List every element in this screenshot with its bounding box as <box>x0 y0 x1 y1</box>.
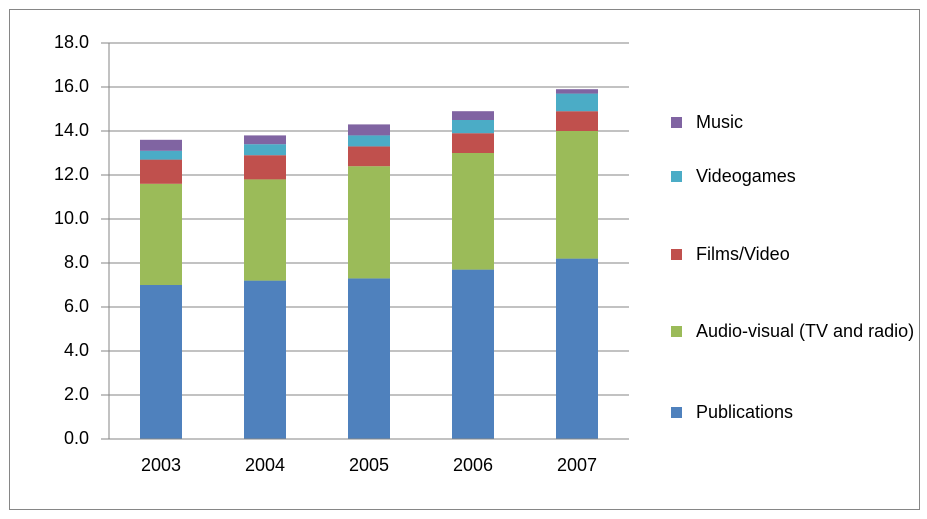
y-tick-label: 0.0 <box>64 428 89 448</box>
x-tick-label: 2005 <box>349 455 389 475</box>
legend-label: Films/Video <box>696 244 790 264</box>
bar-segment <box>244 155 286 180</box>
bar-segment <box>452 111 494 120</box>
x-tick-label: 2004 <box>245 455 285 475</box>
bar-segment <box>348 135 390 147</box>
bar-segment <box>244 280 286 439</box>
bar-segment <box>244 179 286 281</box>
bar-segment <box>140 150 182 160</box>
x-tick-label: 2006 <box>453 455 493 475</box>
bar-segment <box>140 285 182 439</box>
bar-segment <box>556 131 598 259</box>
bar-segment <box>348 146 390 167</box>
y-tick-label: 16.0 <box>54 76 89 96</box>
bar-segment <box>556 89 598 94</box>
x-tick-label: 2007 <box>557 455 597 475</box>
bar-segment <box>452 153 494 270</box>
legend-swatch <box>671 249 682 260</box>
y-tick-label: 14.0 <box>54 120 89 140</box>
bar-segment <box>244 135 286 145</box>
y-tick-label: 12.0 <box>54 164 89 184</box>
bar-segment <box>244 144 286 156</box>
y-tick-label: 10.0 <box>54 208 89 228</box>
bar-segment <box>556 93 598 112</box>
bar-segment <box>140 183 182 285</box>
bar-segment <box>348 124 390 136</box>
bar-segment <box>452 133 494 153</box>
bar-segment <box>140 159 182 184</box>
y-tick-label: 2.0 <box>64 384 89 404</box>
legend-label: Publications <box>696 402 794 422</box>
legend-swatch <box>671 117 682 128</box>
bar-segment <box>556 258 598 439</box>
legend-swatch <box>671 326 682 337</box>
bar-segment <box>452 269 494 439</box>
bar-segment <box>140 139 182 151</box>
legend-label: Music <box>696 112 744 132</box>
x-tick-label: 2003 <box>141 455 181 475</box>
y-tick-label: 4.0 <box>64 340 89 360</box>
y-tick-label: 18.0 <box>54 32 89 52</box>
bar-segment <box>348 166 390 279</box>
legend-swatch <box>671 407 682 418</box>
legend-label: Audio-visual (TV and radio) <box>696 321 915 341</box>
y-tick-label: 6.0 <box>64 296 89 316</box>
y-tick-label: 8.0 <box>64 252 89 272</box>
bar-segment <box>348 278 390 439</box>
legend-swatch <box>671 171 682 182</box>
legend-label: Videogames <box>696 166 796 186</box>
bar-segment <box>452 120 494 134</box>
bar-segment <box>556 111 598 131</box>
